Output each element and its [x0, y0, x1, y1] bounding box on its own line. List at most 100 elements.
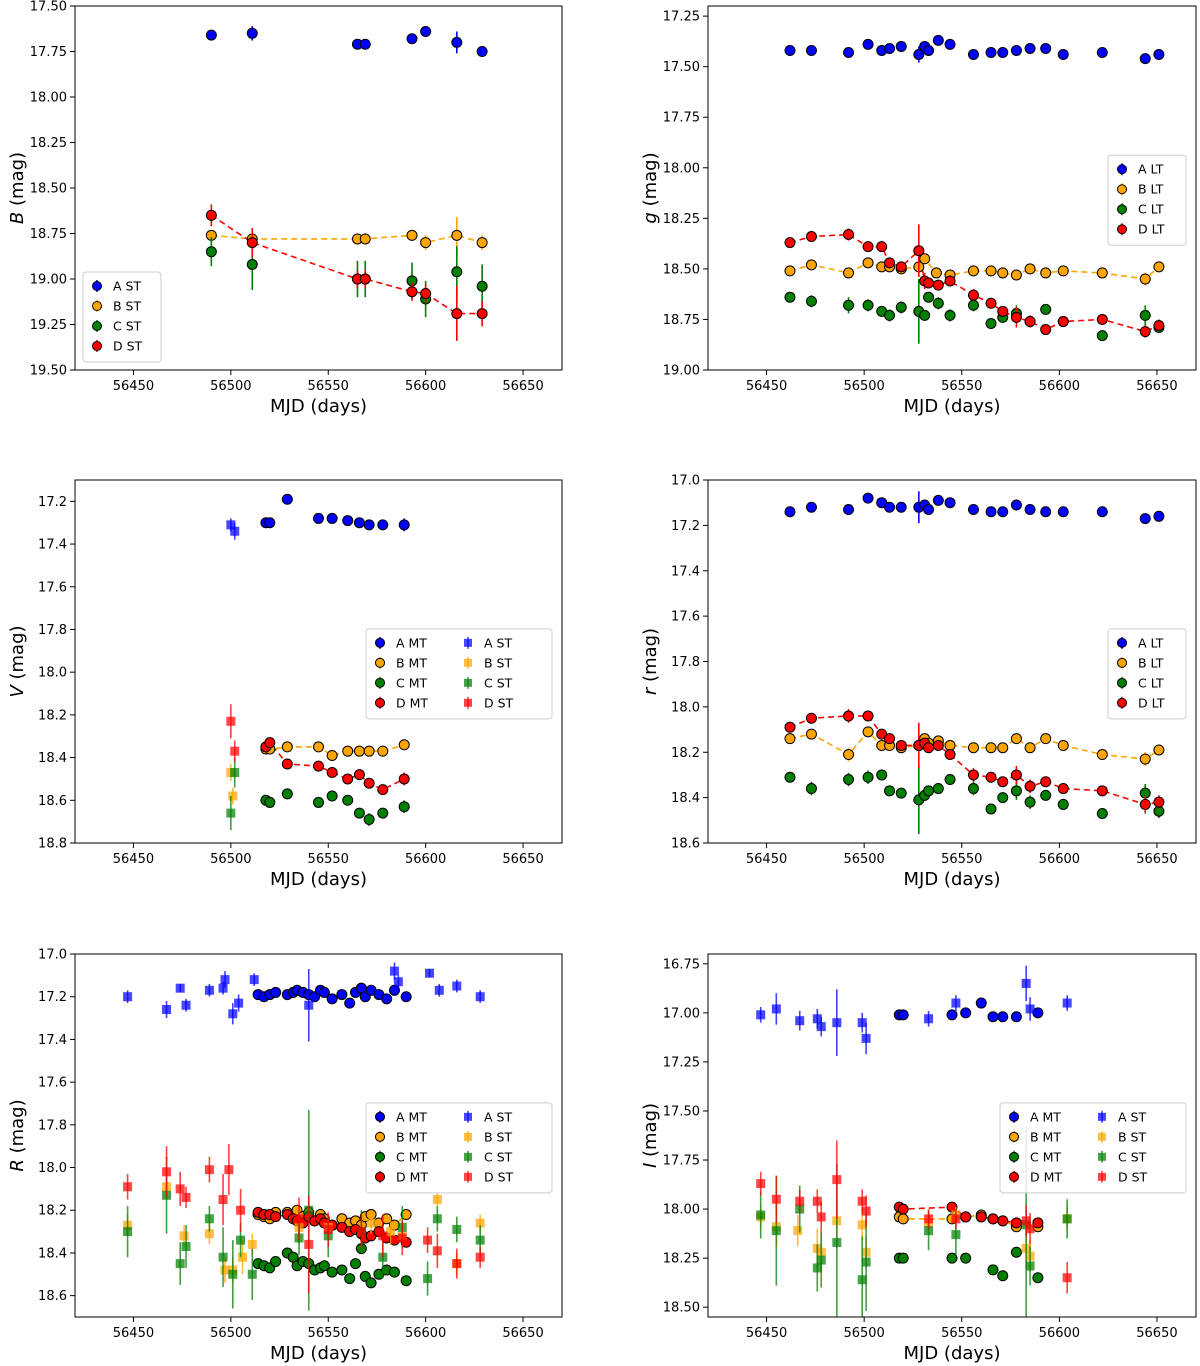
legend-entry: D MT	[375, 1169, 428, 1184]
legend-marker	[375, 1171, 385, 1182]
legend-entry: C MT	[375, 675, 427, 690]
legend-entry: C ST	[464, 1149, 513, 1164]
data-point	[997, 742, 1009, 754]
data-point	[475, 1235, 485, 1245]
legend-marker	[1009, 1171, 1019, 1182]
series-line-b-lt	[789, 730, 1160, 760]
data-point	[997, 267, 1009, 279]
data-point	[924, 1214, 934, 1224]
data-point	[356, 1227, 366, 1237]
data-point	[313, 796, 324, 808]
data-point	[857, 1275, 867, 1285]
data-point	[1057, 49, 1069, 61]
y-tick-label: 17.6	[38, 1076, 67, 1091]
data-point	[1024, 796, 1036, 808]
series-a-lt	[784, 34, 1165, 65]
x-tick-label: 56600	[1039, 379, 1080, 394]
data-point	[805, 44, 817, 56]
axes-frame	[707, 5, 1197, 371]
data-point	[281, 788, 293, 800]
data-point	[238, 1252, 248, 1262]
data-point	[1139, 326, 1151, 338]
y-axis-label: g (mag)	[640, 152, 661, 223]
data-point	[205, 209, 217, 221]
y-tick-label: 17.75	[663, 111, 700, 126]
data-point	[353, 517, 365, 529]
data-point	[967, 289, 979, 301]
data-point	[123, 1182, 133, 1192]
data-point	[812, 1196, 822, 1206]
y-axis-label: R (mag)	[7, 1099, 28, 1171]
y-tick-label: 18.75	[663, 313, 700, 328]
data-point	[987, 1213, 999, 1225]
data-point	[923, 503, 935, 515]
x-tick-label: 56650	[502, 1326, 543, 1341]
legend-entry: A ST	[464, 635, 512, 650]
data-point	[1139, 273, 1151, 285]
x-tick-label: 56650	[502, 852, 543, 867]
data-point	[247, 1239, 257, 1249]
legend-label: A ST	[484, 1109, 512, 1124]
y-tick-label: 17.0	[38, 948, 67, 963]
y-tick-label: 17.4	[671, 564, 700, 579]
y-tick-label: 17.2	[38, 495, 67, 510]
series-line-d-st	[210, 214, 483, 315]
data-point	[1024, 503, 1036, 515]
data-point	[985, 803, 997, 815]
data-point	[805, 712, 817, 724]
data-point	[228, 1009, 238, 1019]
data-point	[226, 520, 236, 530]
legend-marker	[464, 1112, 472, 1121]
data-point	[832, 1018, 842, 1028]
data-point	[326, 512, 338, 524]
plot-area-B	[205, 25, 488, 341]
data-point	[812, 1263, 822, 1273]
data-point	[862, 257, 874, 269]
data-point	[326, 1266, 338, 1278]
data-point	[985, 317, 997, 329]
data-point	[960, 1211, 972, 1223]
data-point	[281, 493, 293, 505]
data-point	[342, 794, 354, 806]
plot-area-V	[226, 493, 410, 831]
x-tick-label: 56450	[113, 852, 154, 867]
x-axis-label: MJD (days)	[904, 1343, 1001, 1364]
data-point	[1024, 263, 1036, 275]
data-point	[832, 1175, 842, 1185]
data-point	[1153, 510, 1165, 522]
y-tick-label: 18.75	[30, 227, 67, 242]
y-tick-label: 18.4	[38, 1246, 67, 1261]
data-point	[876, 769, 888, 781]
data-point	[318, 986, 330, 998]
y-tick-label: 18.0	[671, 700, 700, 715]
data-point	[432, 1214, 442, 1224]
data-point	[1096, 267, 1108, 279]
data-point	[224, 1165, 234, 1175]
legend-marker	[464, 658, 472, 667]
panel-r: 56450 56500 56550 56600 56650 17.0 17.2 17.4 17.…	[640, 474, 1197, 890]
legend-marker	[1117, 224, 1127, 235]
data-point	[862, 710, 874, 722]
data-point	[997, 1270, 1009, 1282]
data-point	[228, 791, 238, 801]
data-point	[784, 291, 796, 303]
y-tick-label: 17.00	[663, 1006, 700, 1021]
data-point	[1040, 267, 1052, 279]
data-point	[1024, 742, 1036, 754]
data-point	[997, 47, 1009, 59]
y-tick-label: 18.25	[30, 136, 67, 151]
data-point	[1010, 1246, 1022, 1258]
data-point	[326, 749, 338, 761]
x-tick-label: 56450	[113, 379, 154, 394]
data-point	[997, 792, 1009, 804]
series-c-mt	[260, 788, 410, 826]
legend-marker	[92, 321, 102, 331]
series-d-mt	[252, 1206, 412, 1248]
data-point	[1021, 1216, 1031, 1226]
y-tick-label: 18.2	[38, 1204, 67, 1219]
data-point	[246, 237, 258, 249]
legend-box	[1107, 628, 1187, 720]
legend-marker	[375, 637, 385, 648]
legend-label: A MT	[1030, 1109, 1061, 1124]
data-point	[784, 733, 796, 745]
